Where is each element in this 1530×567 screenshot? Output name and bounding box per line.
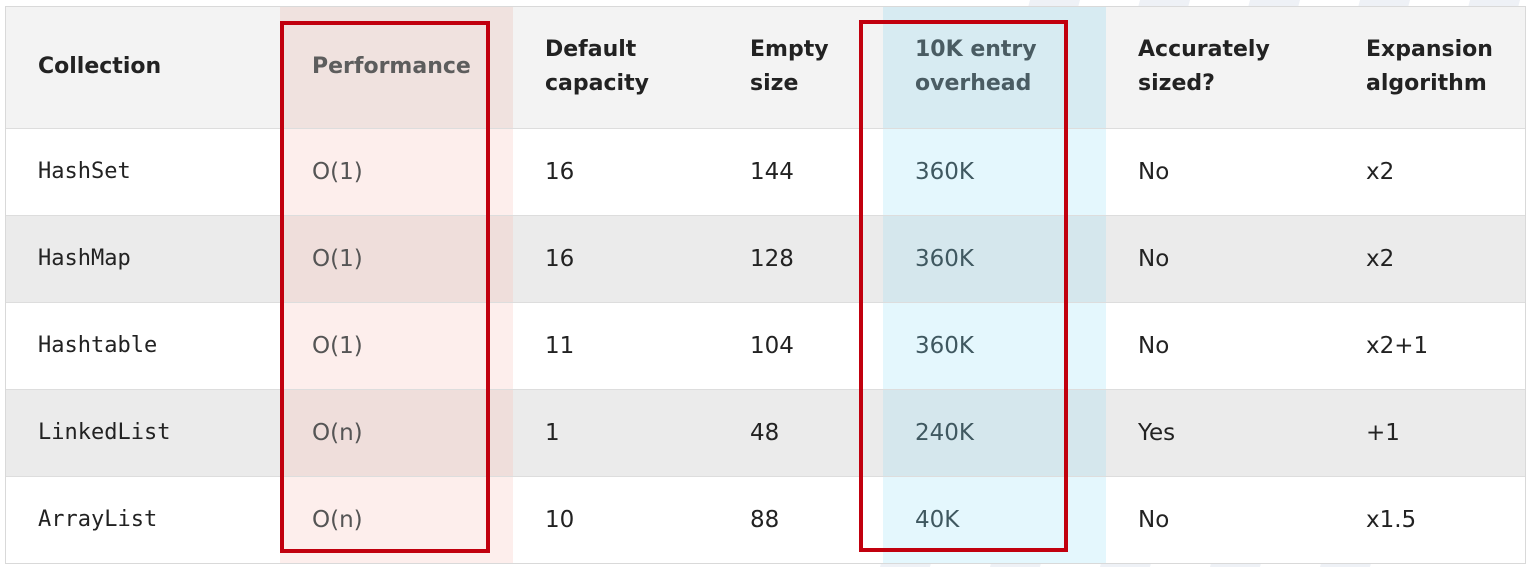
table-row: ArrayList O(n) 10 88 40K No x1.5 (6, 475, 1525, 563)
cell-default-capacity: 16 (513, 214, 718, 302)
cell-collection: ArrayList (6, 475, 280, 563)
header-accurately-sized: Accurately sized? (1106, 7, 1334, 128)
cell-empty-size: 104 (718, 301, 883, 389)
cell-performance: O(1) (280, 127, 513, 215)
cell-accurately-sized: No (1106, 214, 1334, 302)
cell-empty-size: 88 (718, 475, 883, 563)
cell-default-capacity: 16 (513, 127, 718, 215)
header-expansion-algorithm: Expansion algorithm (1334, 7, 1525, 128)
header-empty-size: Empty size (718, 7, 883, 128)
header-default-capacity: Default capacity (513, 7, 718, 128)
cell-default-capacity: 10 (513, 475, 718, 563)
cell-performance: O(1) (280, 301, 513, 389)
header-collection: Collection (6, 7, 280, 128)
cell-expansion: x2+1 (1334, 301, 1525, 389)
cell-expansion: x2 (1334, 127, 1525, 215)
cell-collection: Hashtable (6, 301, 280, 389)
cell-overhead: 40K (883, 475, 1106, 563)
header-performance: Performance (280, 7, 513, 128)
cell-default-capacity: 1 (513, 388, 718, 476)
collections-comparison-table: Collection Performance Default capacity … (6, 7, 1525, 563)
cell-performance: O(n) (280, 388, 513, 476)
cell-collection: HashMap (6, 214, 280, 302)
cell-overhead: 360K (883, 301, 1106, 389)
cell-performance: O(1) (280, 214, 513, 302)
table-row: HashSet O(1) 16 144 360K No x2 (6, 127, 1525, 215)
cell-collection: LinkedList (6, 388, 280, 476)
cell-expansion: +1 (1334, 388, 1525, 476)
cell-collection: HashSet (6, 127, 280, 215)
cell-overhead: 240K (883, 388, 1106, 476)
cell-accurately-sized: No (1106, 475, 1334, 563)
header-10k-entry-overhead: 10K entry overhead (883, 7, 1106, 128)
cell-expansion: x2 (1334, 214, 1525, 302)
cell-accurately-sized: No (1106, 127, 1334, 215)
cell-default-capacity: 11 (513, 301, 718, 389)
table-row: LinkedList O(n) 1 48 240K Yes +1 (6, 388, 1525, 476)
cell-accurately-sized: Yes (1106, 388, 1334, 476)
table-row: Hashtable O(1) 11 104 360K No x2+1 (6, 301, 1525, 389)
cell-overhead: 360K (883, 214, 1106, 302)
cell-overhead: 360K (883, 127, 1106, 215)
table-row: HashMap O(1) 16 128 360K No x2 (6, 214, 1525, 302)
header-row: Collection Performance Default capacity … (6, 7, 1525, 128)
cell-expansion: x1.5 (1334, 475, 1525, 563)
cell-performance: O(n) (280, 475, 513, 563)
collections-table-card: Collection Performance Default capacity … (5, 6, 1526, 564)
cell-empty-size: 48 (718, 388, 883, 476)
cell-empty-size: 144 (718, 127, 883, 215)
cell-empty-size: 128 (718, 214, 883, 302)
cell-accurately-sized: No (1106, 301, 1334, 389)
